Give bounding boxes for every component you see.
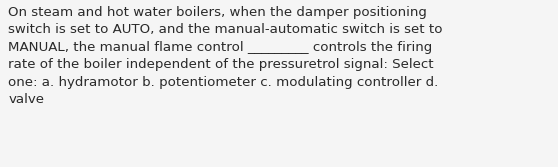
Text: On steam and hot water boilers, when the damper positioning
switch is set to AUT: On steam and hot water boilers, when the…	[8, 6, 443, 106]
